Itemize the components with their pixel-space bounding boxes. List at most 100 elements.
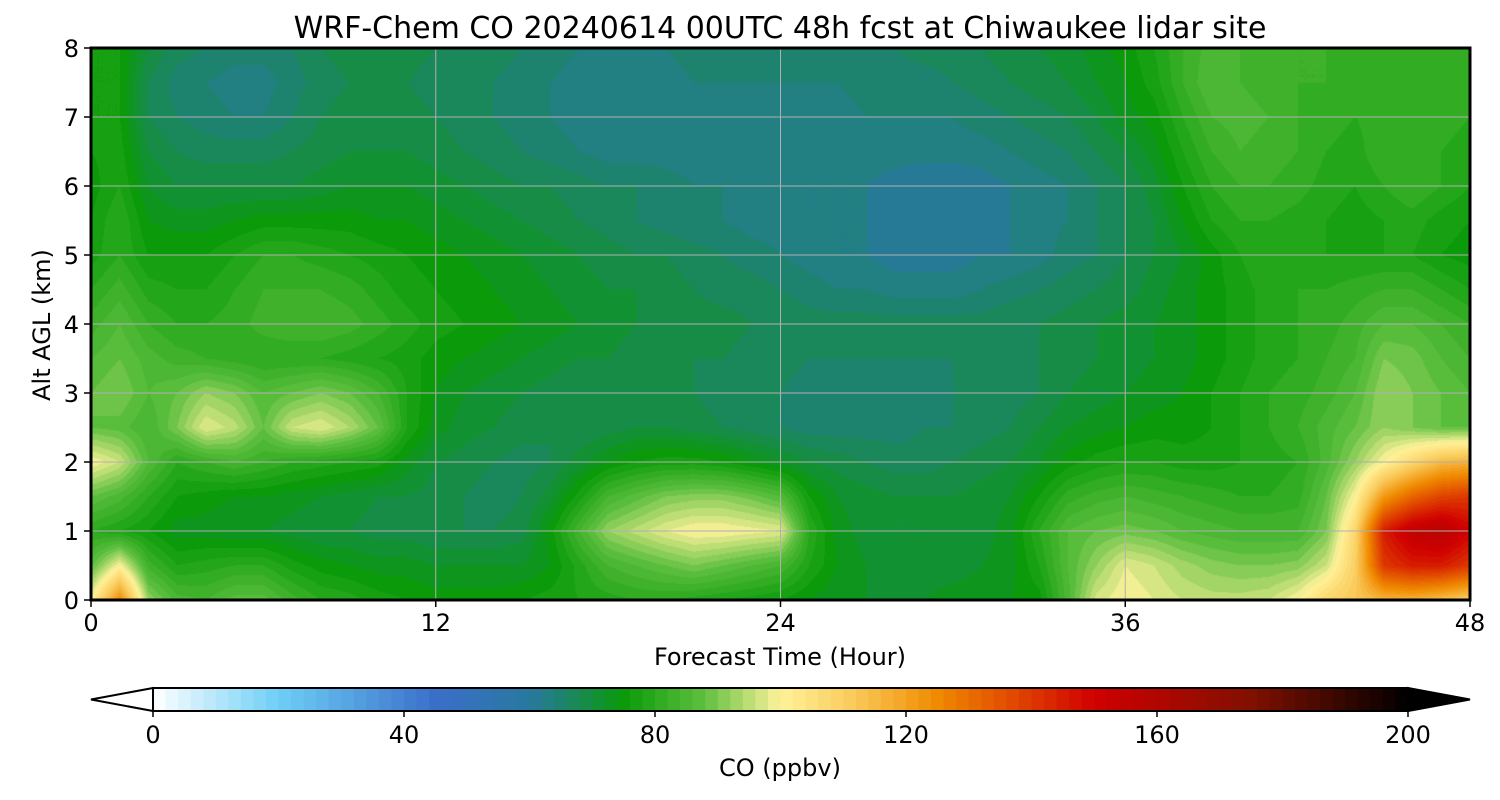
colorbar-cell [705,688,719,711]
colorbar-cell [416,688,430,711]
colorbar-cell [1157,688,1171,711]
colorbar-cell [1395,688,1409,711]
colorbar-cell [429,688,443,711]
colorbar-cell [240,688,254,711]
y-tick-label: 5 [64,242,79,270]
y-tick-label: 0 [64,587,79,615]
colorbar-cell [780,688,794,711]
colorbar-cell [1169,688,1183,711]
colorbar-cell [479,688,493,711]
colorbar-cell [190,688,204,711]
colorbar-cell [1094,688,1108,711]
colorbar-cell [1320,688,1334,711]
colorbar-cell [228,688,242,711]
colorbar-cell [1056,688,1070,711]
colorbar-cell [366,688,380,711]
colorbar-cell [1006,688,1020,711]
colorbar-cell [165,688,179,711]
colorbar-cell [1031,688,1045,711]
colorbar-cells [153,688,1409,711]
colorbar-cell [843,688,857,711]
colorbar-cell [1119,688,1133,711]
colorbar-cell [855,688,869,711]
colorbar-cell [516,688,531,711]
colorbar-cell [491,688,505,711]
colorbar-cell [353,688,367,711]
colorbar-cell [692,688,706,711]
colorbar-cell [504,688,518,711]
colorbar-cell [215,688,229,711]
colorbar-cell [1307,688,1321,711]
colorbar-cell [1244,688,1258,711]
colorbar-cell [931,688,945,711]
colorbar-cell [943,688,957,711]
colorbar-cell [303,688,317,711]
colorbar-cell [968,688,982,711]
colorbar: 0 40 80 120 160 200 [90,686,1471,749]
colorbar-cell [1106,688,1120,711]
colorbar-tick-label: 120 [883,721,929,749]
colorbar-cell [441,688,455,711]
colorbar-cell [1357,688,1371,711]
colorbar-cell [328,688,342,711]
plot-area [89,46,1472,602]
colorbar-cell [680,688,694,711]
colorbar-cell [1295,688,1309,711]
x-tick-label: 24 [765,609,796,637]
colorbar-tick-label: 40 [389,721,420,749]
colorbar-tick-label: 160 [1134,721,1180,749]
colorbar-cell [316,688,330,711]
y-axis-label: Alt AGL (km) [28,249,56,401]
colorbar-cell [1207,688,1221,711]
colorbar-cell [579,688,593,711]
colorbar-cell [604,688,618,711]
colorbar-extend-high [1407,686,1471,713]
colorbar-cell [667,688,681,711]
y-axis: 0 1 2 3 4 5 6 7 8 [64,35,91,615]
colorbar-cell [617,688,631,711]
colorbar-cell [253,688,267,711]
x-axis: 0 12 24 36 48 [83,600,1485,637]
colorbar-ticks: 0 40 80 120 160 200 [145,711,1431,749]
colorbar-cell [717,688,731,711]
colorbar-cell [391,688,405,711]
colorbar-cell [1219,688,1233,711]
colorbar-cell [1232,688,1246,711]
colorbar-cell [341,688,355,711]
colorbar-cell [981,688,995,711]
colorbar-cell [805,688,819,711]
y-tick-label: 1 [64,518,79,546]
colorbar-cell [153,688,167,711]
x-axis-label: Forecast Time (Hour) [654,643,906,671]
colorbar-cell [203,688,217,711]
colorbar-cell [993,688,1007,711]
colorbar-tick-label: 80 [640,721,671,749]
colorbar-cell [1269,688,1284,711]
colorbar-cell [880,688,895,711]
colorbar-cell [830,688,844,711]
y-tick-label: 2 [64,449,79,477]
y-tick-label: 8 [64,35,79,63]
colorbar-cell [1332,688,1346,711]
colorbar-cell [956,688,970,711]
colorbar-cell [868,688,882,711]
colorbar-cell [1282,688,1296,711]
colorbar-frame [152,687,1409,712]
colorbar-cell [265,688,280,711]
colorbar-cell [1382,688,1397,711]
colorbar-cell [454,688,468,711]
colorbar-extend-low [90,686,154,713]
x-tick-label: 48 [1455,609,1486,637]
y-tick-label: 6 [64,173,79,201]
colorbar-cell [629,688,644,711]
colorbar-cell [542,688,556,711]
y-tick-label: 7 [64,104,79,132]
colorbar-cell [1370,688,1384,711]
colorbar-cell [742,688,756,711]
colorbar-cell [655,688,669,711]
colorbar-cell [893,688,907,711]
y-tick-label: 3 [64,380,79,408]
y-tick-label: 4 [64,311,79,339]
colorbar-cell [793,688,807,711]
